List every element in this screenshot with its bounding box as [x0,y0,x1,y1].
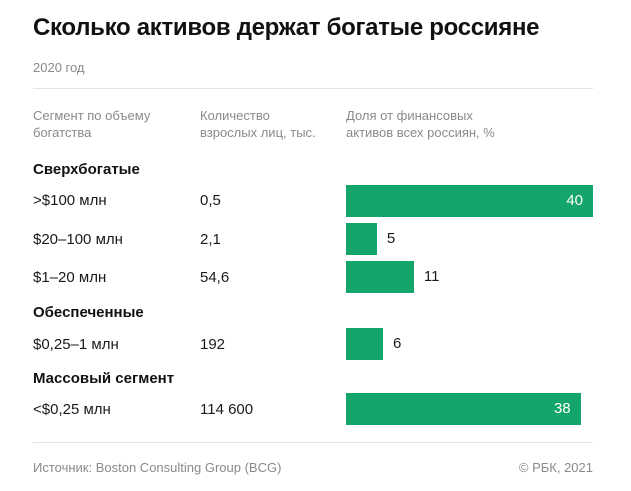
share-bar [346,185,593,217]
group-label-mass: Массовый сегмент [33,370,175,387]
divider-top [33,88,593,89]
segment-label: <$0,25 млн [33,401,111,418]
segment-label: $0,25–1 млн [33,336,119,353]
column-header-count-line-1: Количество [200,108,270,123]
column-header-share-line-2: активов всех россиян, % [346,125,495,140]
share-bar [346,328,384,360]
column-header-segment: Сегмент по объему богатства [33,107,150,141]
share-value-label: 38 [553,400,571,417]
column-header-count: Количество взрослых лиц, тыс. [200,107,316,141]
column-header-count-line-2: взрослых лиц, тыс. [200,125,316,140]
share-value-label: 40 [566,192,583,209]
column-header-share-line-1: Доля от финансовых [346,108,473,123]
share-bar [346,393,581,425]
segment-label: $20–100 млн [33,231,123,248]
segment-label: $1–20 млн [33,269,107,286]
source-note: Источник: Boston Consulting Group (BCG) [33,460,282,475]
group-label-affluent: Обеспеченные [33,304,144,321]
count-value: 0,5 [200,192,221,209]
copyright-credit: © РБК, 2021 [518,460,593,475]
chart-title: Сколько активов держат богатые россияне [33,14,540,41]
share-bar [346,223,377,255]
column-header-segment-line-2: богатства [33,125,92,140]
column-header-segment-line-1: Сегмент по объему [33,108,151,123]
group-label-ultra-rich: Сверхбогатые [33,161,140,178]
share-bar [346,261,414,293]
count-value: 54,6 [200,269,230,286]
column-header-share: Доля от финансовых активов всех россиян,… [346,107,495,141]
share-value-label: 5 [386,230,396,247]
count-value: 2,1 [200,231,221,248]
chart-subtitle: 2020 год [33,60,85,75]
share-value-label: 6 [393,335,402,352]
segment-label: >$100 млн [33,192,107,209]
share-value-label: 11 [423,268,440,285]
divider-bottom [33,442,593,443]
count-value: 192 [200,336,226,353]
count-value: 114 600 [200,401,254,418]
